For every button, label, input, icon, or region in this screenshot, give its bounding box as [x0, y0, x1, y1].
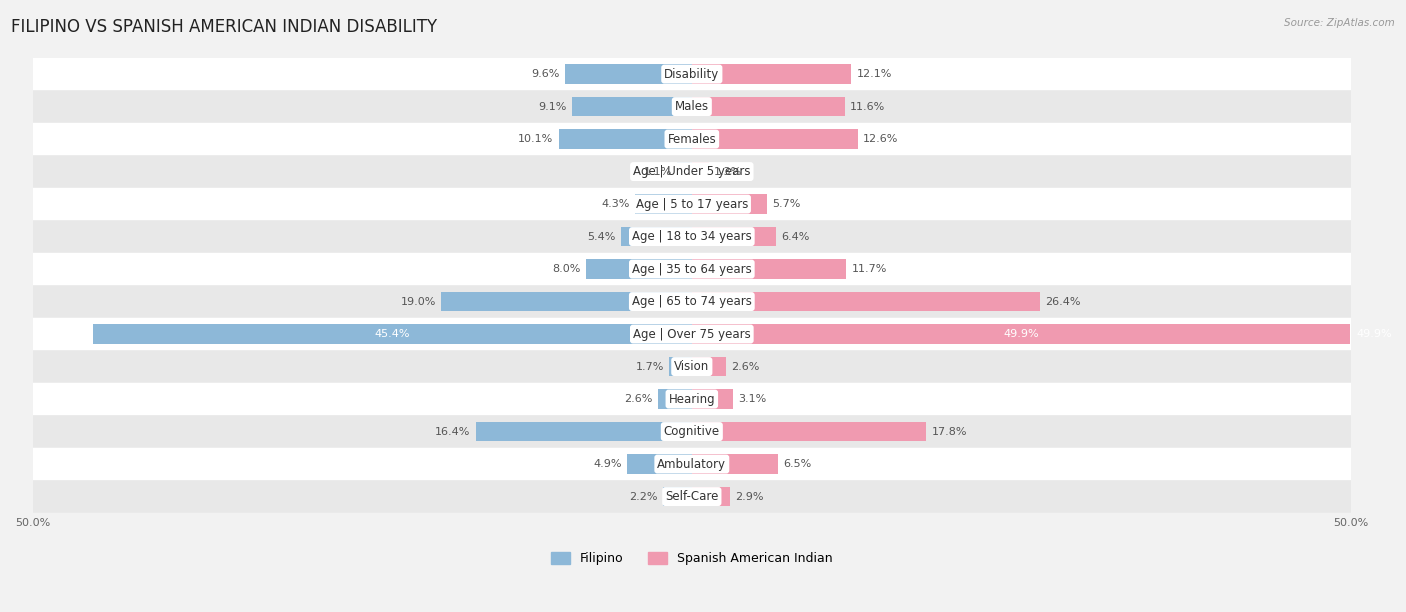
Bar [692, 97, 845, 116]
Text: 8.0%: 8.0% [553, 264, 581, 274]
Bar [692, 195, 766, 214]
Text: Source: ZipAtlas.com: Source: ZipAtlas.com [1284, 18, 1395, 28]
Text: 6.5%: 6.5% [783, 459, 811, 469]
FancyBboxPatch shape [32, 188, 1351, 220]
FancyBboxPatch shape [32, 285, 1351, 318]
Bar [669, 357, 692, 376]
FancyBboxPatch shape [32, 155, 1351, 188]
Text: 12.1%: 12.1% [856, 69, 891, 79]
Text: 3.1%: 3.1% [738, 394, 766, 404]
Text: Self-Care: Self-Care [665, 490, 718, 503]
FancyBboxPatch shape [32, 350, 1351, 383]
Bar [558, 129, 692, 149]
Text: 2.6%: 2.6% [624, 394, 652, 404]
Bar [692, 162, 709, 181]
Bar [441, 292, 692, 312]
Bar [692, 454, 778, 474]
Text: 11.6%: 11.6% [851, 102, 886, 111]
Text: 5.4%: 5.4% [586, 231, 616, 242]
Bar [692, 422, 927, 441]
Text: Age | Under 5 years: Age | Under 5 years [633, 165, 751, 178]
Text: 2.9%: 2.9% [735, 491, 763, 502]
Bar [475, 422, 692, 441]
Text: 49.9%: 49.9% [1002, 329, 1039, 339]
Text: 17.8%: 17.8% [932, 427, 967, 436]
Bar [662, 487, 692, 506]
FancyBboxPatch shape [32, 383, 1351, 416]
Bar [627, 454, 692, 474]
Bar [692, 259, 846, 279]
Bar [93, 324, 692, 344]
FancyBboxPatch shape [32, 123, 1351, 155]
Bar [586, 259, 692, 279]
Text: 45.4%: 45.4% [375, 329, 411, 339]
FancyBboxPatch shape [32, 220, 1351, 253]
Text: Cognitive: Cognitive [664, 425, 720, 438]
Text: 16.4%: 16.4% [434, 427, 471, 436]
Bar [692, 64, 852, 84]
Text: Vision: Vision [675, 360, 710, 373]
Text: 2.2%: 2.2% [628, 491, 658, 502]
Bar [692, 357, 725, 376]
FancyBboxPatch shape [32, 253, 1351, 285]
FancyBboxPatch shape [32, 448, 1351, 480]
Text: Females: Females [668, 133, 716, 146]
Text: 45.4%: 45.4% [51, 329, 87, 339]
Text: 5.7%: 5.7% [772, 199, 800, 209]
Bar [692, 227, 776, 246]
Bar [692, 292, 1040, 312]
FancyBboxPatch shape [32, 91, 1351, 123]
Text: 49.9%: 49.9% [1357, 329, 1392, 339]
Text: Age | 65 to 74 years: Age | 65 to 74 years [631, 295, 752, 308]
Text: 9.6%: 9.6% [531, 69, 560, 79]
Text: 1.1%: 1.1% [644, 166, 672, 177]
Text: 6.4%: 6.4% [782, 231, 810, 242]
FancyBboxPatch shape [32, 416, 1351, 448]
Text: 19.0%: 19.0% [401, 297, 436, 307]
Bar [692, 389, 733, 409]
Text: 1.3%: 1.3% [714, 166, 742, 177]
Bar [636, 195, 692, 214]
Text: 11.7%: 11.7% [852, 264, 887, 274]
Bar [692, 324, 1350, 344]
Bar [658, 389, 692, 409]
Text: 10.1%: 10.1% [519, 134, 554, 144]
Text: Hearing: Hearing [668, 392, 716, 406]
FancyBboxPatch shape [32, 480, 1351, 513]
Text: 9.1%: 9.1% [538, 102, 567, 111]
Bar [572, 97, 692, 116]
Text: FILIPINO VS SPANISH AMERICAN INDIAN DISABILITY: FILIPINO VS SPANISH AMERICAN INDIAN DISA… [11, 18, 437, 36]
Text: Disability: Disability [664, 67, 720, 81]
Text: 4.3%: 4.3% [602, 199, 630, 209]
Text: Age | 18 to 34 years: Age | 18 to 34 years [631, 230, 752, 243]
Text: 2.6%: 2.6% [731, 362, 759, 371]
Text: Age | 5 to 17 years: Age | 5 to 17 years [636, 198, 748, 211]
Text: Ambulatory: Ambulatory [658, 458, 727, 471]
Legend: Filipino, Spanish American Indian: Filipino, Spanish American Indian [546, 547, 838, 570]
FancyBboxPatch shape [32, 58, 1351, 91]
Text: 4.9%: 4.9% [593, 459, 621, 469]
Bar [692, 487, 730, 506]
Text: Males: Males [675, 100, 709, 113]
Text: 1.7%: 1.7% [636, 362, 664, 371]
Text: Age | Over 75 years: Age | Over 75 years [633, 327, 751, 340]
Bar [692, 129, 858, 149]
Text: 12.6%: 12.6% [863, 134, 898, 144]
FancyBboxPatch shape [32, 318, 1351, 350]
Bar [565, 64, 692, 84]
Bar [620, 227, 692, 246]
Text: Age | 35 to 64 years: Age | 35 to 64 years [631, 263, 752, 275]
Text: 26.4%: 26.4% [1045, 297, 1081, 307]
Bar [678, 162, 692, 181]
